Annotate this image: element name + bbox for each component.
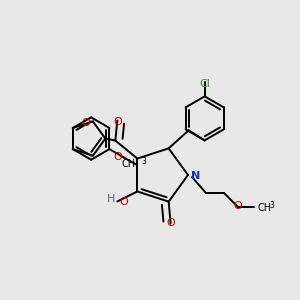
Text: O: O bbox=[234, 201, 242, 211]
Text: 3: 3 bbox=[142, 157, 147, 166]
Text: Cl: Cl bbox=[199, 80, 210, 89]
Text: O: O bbox=[119, 197, 128, 208]
Text: O: O bbox=[113, 116, 122, 127]
Text: H: H bbox=[107, 194, 115, 205]
Text: O: O bbox=[166, 218, 175, 228]
Text: CH: CH bbox=[121, 159, 135, 169]
Text: CH: CH bbox=[257, 203, 271, 213]
Text: O: O bbox=[113, 152, 122, 162]
Text: N: N bbox=[191, 171, 200, 181]
Text: 3: 3 bbox=[269, 200, 274, 209]
Text: O: O bbox=[81, 118, 90, 128]
